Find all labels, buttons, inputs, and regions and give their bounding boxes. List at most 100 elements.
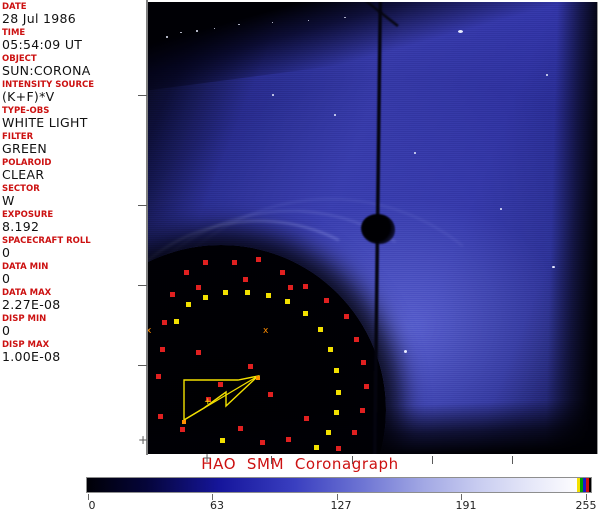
data-marker-yellow[interactable] <box>334 368 339 373</box>
axis-tick-bottom <box>352 456 353 464</box>
metadata-field-intensity-source: INTENSITY SOURCE (K+F)*V <box>2 80 146 104</box>
axis-tick-left <box>138 95 147 96</box>
data-marker-red[interactable] <box>162 320 167 325</box>
pylon-hub <box>361 214 395 244</box>
data-marker-red[interactable] <box>304 416 309 421</box>
colorbar-tick <box>586 494 587 500</box>
data-marker-red[interactable] <box>364 384 369 389</box>
colorbar-flag-red <box>586 478 589 492</box>
data-marker-red[interactable] <box>260 440 265 445</box>
data-marker-red[interactable] <box>170 292 175 297</box>
polygon-vertex <box>182 420 186 424</box>
data-marker-red[interactable] <box>158 414 163 419</box>
data-marker-yellow[interactable] <box>334 410 339 415</box>
metadata-label: FILTER <box>2 132 34 142</box>
data-marker-red[interactable] <box>303 284 308 289</box>
data-marker-yellow[interactable] <box>203 295 208 300</box>
cross-marker-icon: x <box>148 327 151 336</box>
metadata-value: WHITE LIGHT <box>2 115 88 130</box>
data-marker-red[interactable] <box>196 350 201 355</box>
metadata-label: TYPE-OBS <box>2 106 50 116</box>
metadata-label: DISP MAX <box>2 340 50 350</box>
colorbar-tick <box>461 494 462 500</box>
data-marker-yellow[interactable] <box>326 430 331 435</box>
axis-tick-bottom <box>271 456 272 464</box>
data-marker-red[interactable] <box>218 382 223 387</box>
data-marker-red[interactable] <box>360 408 365 413</box>
speckle <box>272 22 273 23</box>
data-marker-red[interactable] <box>344 314 349 319</box>
metadata-field-type-obs: TYPE-OBS WHITE LIGHT <box>2 106 146 130</box>
metadata-value: GREEN <box>2 141 48 156</box>
speckle <box>214 28 215 29</box>
data-marker-yellow[interactable] <box>245 290 250 295</box>
data-marker-red[interactable] <box>243 277 248 282</box>
data-marker-red[interactable] <box>160 347 165 352</box>
speckle <box>404 350 407 353</box>
metadata-panel: DATE 28 Jul 1986 TIME 05:54:09 UT OBJECT… <box>0 0 146 455</box>
metadata-label: INTENSITY SOURCE <box>2 80 95 90</box>
metadata-value: 8.192 <box>2 219 40 234</box>
data-marker-red[interactable] <box>196 285 201 290</box>
polygon-vertex <box>256 376 260 380</box>
speckle <box>238 24 240 25</box>
metadata-label: DATA MIN <box>2 262 49 272</box>
data-marker-red[interactable] <box>288 285 293 290</box>
data-marker-red[interactable] <box>180 427 185 432</box>
metadata-label: SECTOR <box>2 184 40 194</box>
data-marker-red[interactable] <box>324 298 329 303</box>
data-marker-red[interactable] <box>280 270 285 275</box>
metadata-value: 1.00E-08 <box>2 349 61 364</box>
metadata-value: SUN:CORONA <box>2 63 91 78</box>
metadata-value: (K+F)*V <box>2 89 55 104</box>
data-marker-yellow[interactable] <box>223 290 228 295</box>
colorbar[interactable] <box>86 477 592 493</box>
colorbar-tick-label: 255 <box>575 499 597 512</box>
data-marker-red[interactable] <box>156 374 161 379</box>
colorbar-tick-label: 191 <box>455 499 477 512</box>
data-marker-red[interactable] <box>184 270 189 275</box>
data-marker-red[interactable] <box>256 257 261 262</box>
metadata-field-data-max: DATA MAX 2.27E-08 <box>2 288 146 312</box>
data-marker-red[interactable] <box>203 260 208 265</box>
colorbar-flag-yellow <box>577 478 580 492</box>
data-marker-red[interactable] <box>268 392 273 397</box>
axis-tick-bottom <box>432 456 433 464</box>
data-marker-red[interactable] <box>232 260 237 265</box>
metadata-field-spacecraft-roll: SPACECRAFT ROLL 0 <box>2 236 146 260</box>
data-marker-yellow[interactable] <box>174 319 179 324</box>
axis-center-marker-left: + <box>138 433 149 447</box>
data-marker-yellow[interactable] <box>303 311 308 316</box>
speckle <box>180 32 182 33</box>
metadata-value: W <box>2 193 15 208</box>
data-marker-red[interactable] <box>248 364 253 369</box>
coronagraph-image[interactable]: x x + <box>148 2 598 454</box>
data-marker-yellow[interactable] <box>314 445 319 450</box>
axis-tick-left <box>138 205 147 206</box>
axis-center-marker-bottom: + <box>202 451 213 465</box>
data-marker-red[interactable] <box>354 337 359 342</box>
data-marker-yellow[interactable] <box>285 299 290 304</box>
data-marker-yellow[interactable] <box>266 293 271 298</box>
metadata-value: 0 <box>2 271 11 286</box>
metadata-label: SPACECRAFT ROLL <box>2 236 91 246</box>
data-marker-yellow[interactable] <box>328 347 333 352</box>
speckle <box>196 30 198 32</box>
data-marker-yellow[interactable] <box>220 438 225 443</box>
data-marker-red[interactable] <box>238 426 243 431</box>
data-marker-yellow[interactable] <box>318 327 323 332</box>
data-marker-red[interactable] <box>352 430 357 435</box>
metadata-value: 05:54:09 UT <box>2 37 83 52</box>
speckle <box>414 152 416 154</box>
data-marker-red[interactable] <box>286 437 291 442</box>
data-marker-yellow[interactable] <box>336 390 341 395</box>
data-marker-red[interactable] <box>336 446 341 451</box>
metadata-field-time: TIME 05:54:09 UT <box>2 28 146 52</box>
colorbar-tick <box>212 494 213 500</box>
metadata-field-object: OBJECT SUN:CORONA <box>2 54 146 78</box>
metadata-label: DATA MAX <box>2 288 52 298</box>
data-marker-yellow[interactable] <box>186 302 191 307</box>
axis-tick-left <box>138 365 147 366</box>
data-marker-red[interactable] <box>361 360 366 365</box>
